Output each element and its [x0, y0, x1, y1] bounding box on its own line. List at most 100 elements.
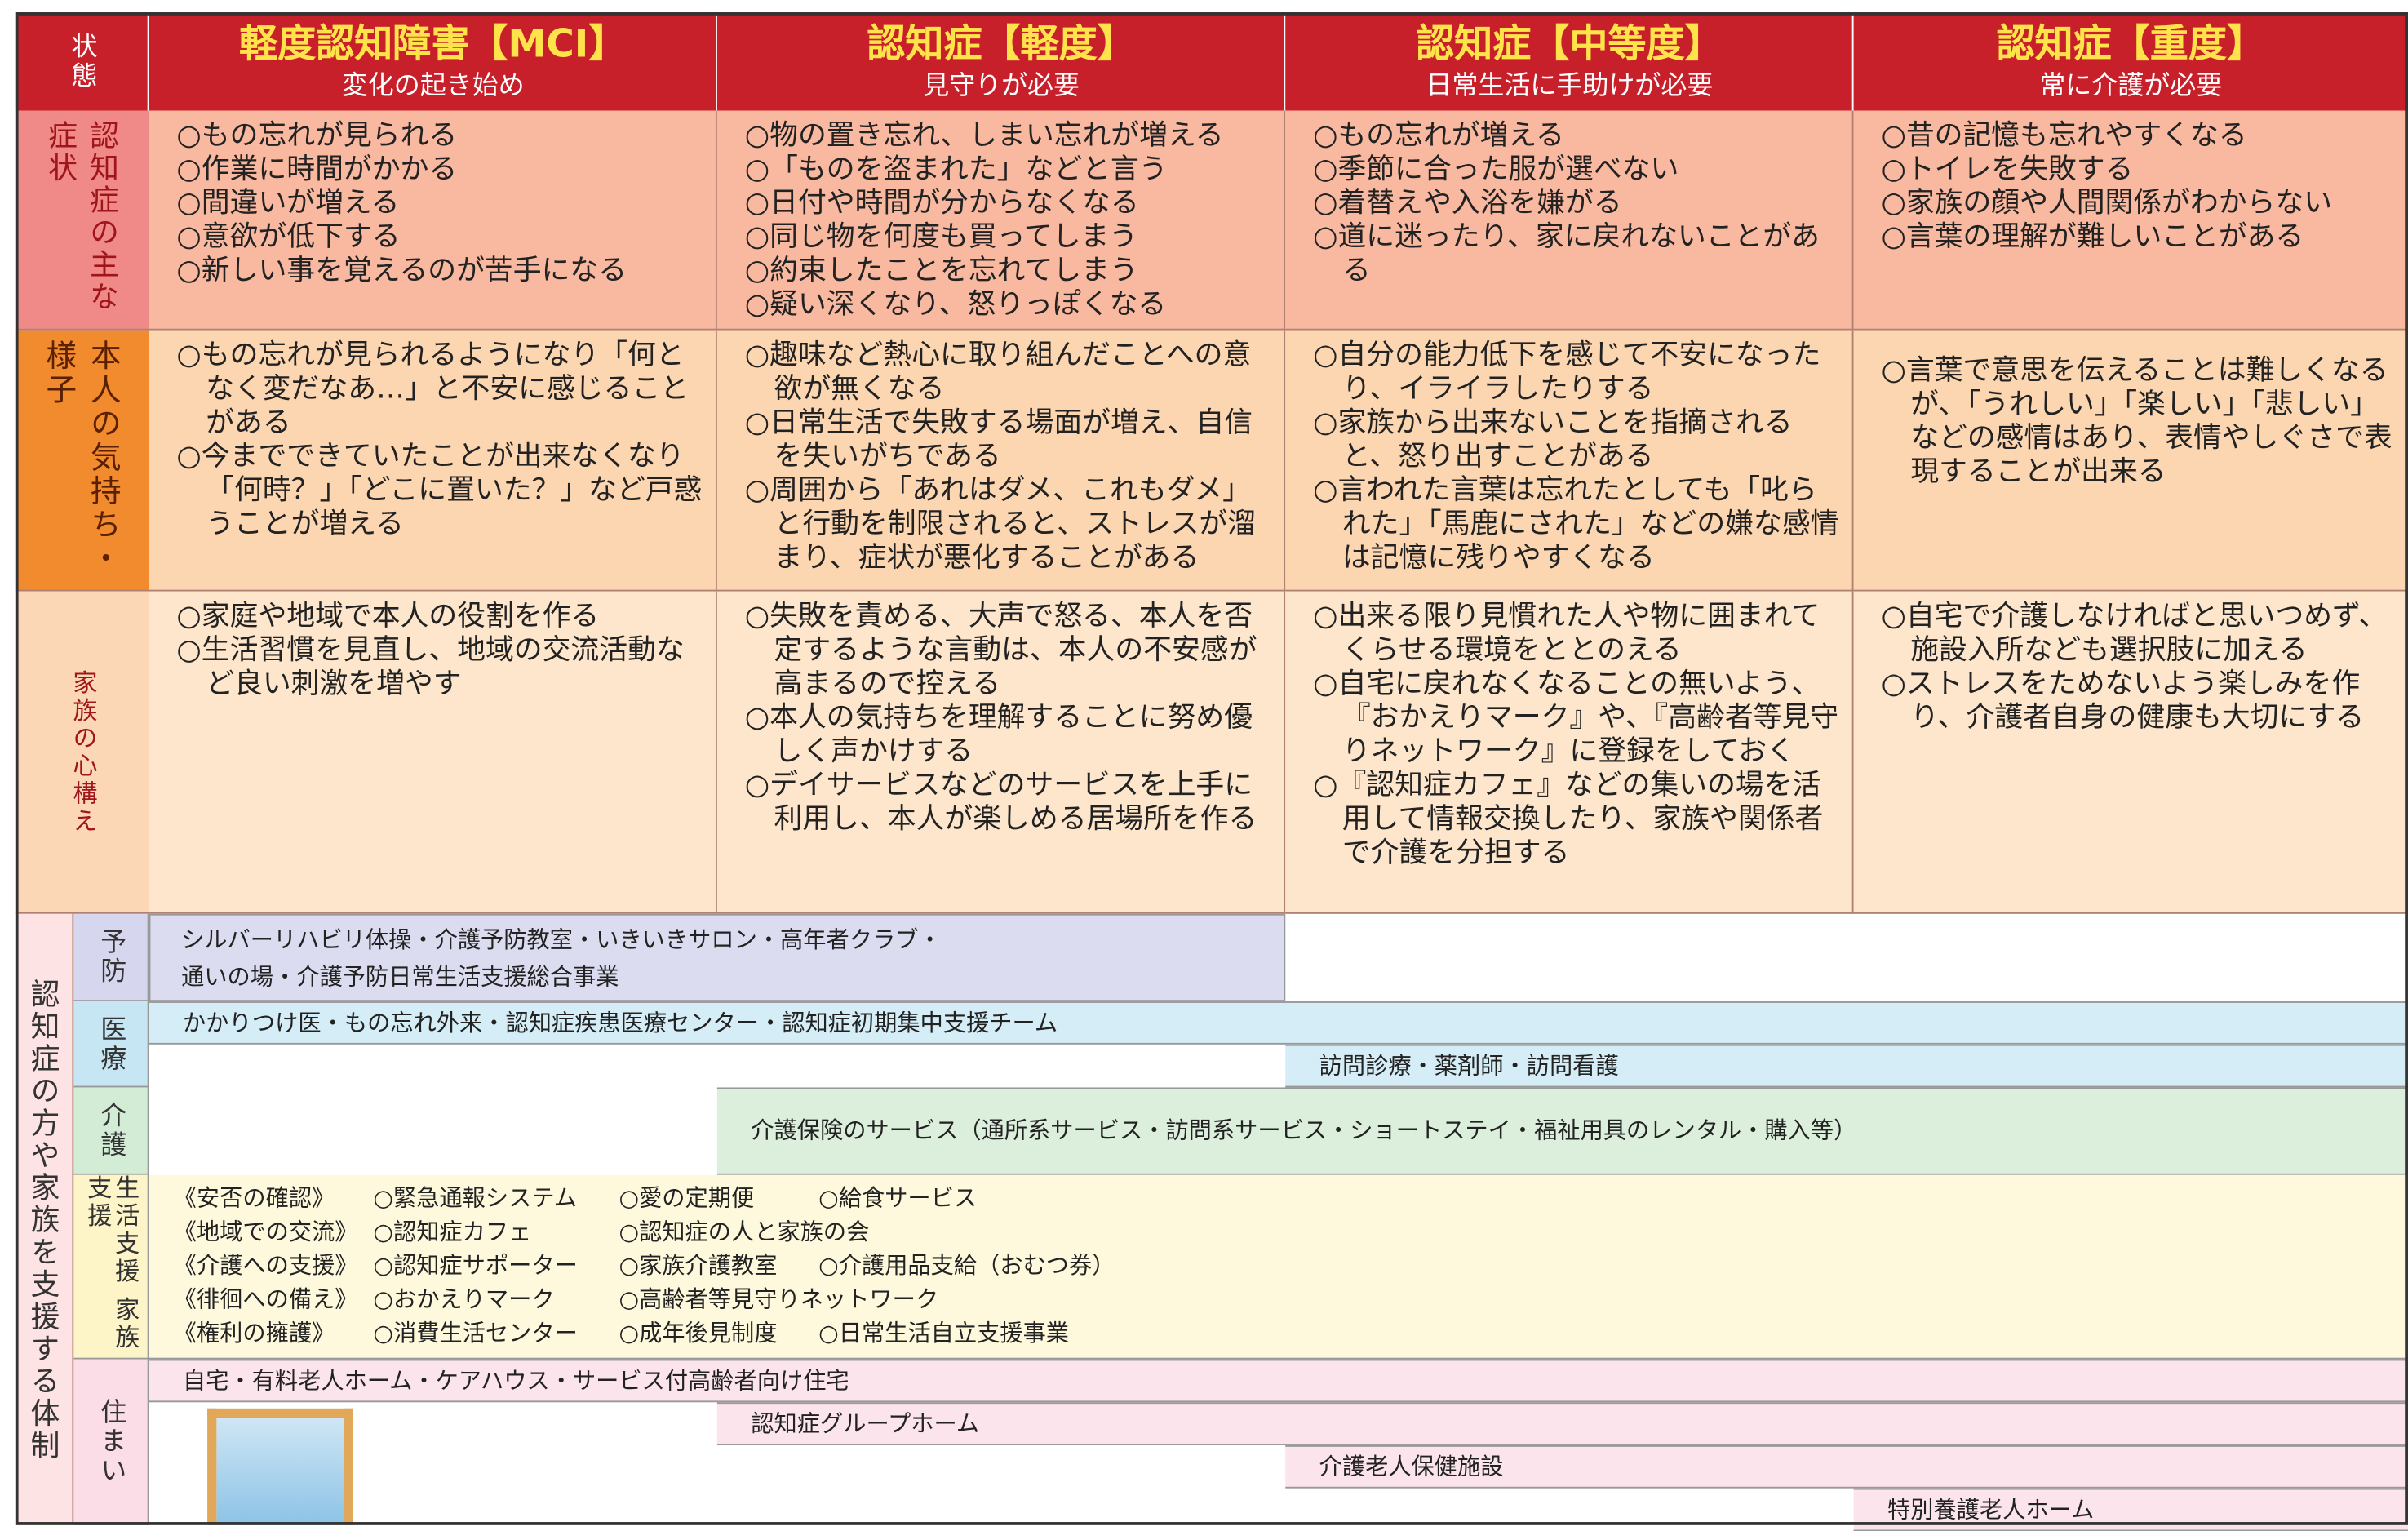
cell-item: ○家族から出来ないことを指摘されると、怒り出すことがある [1313, 406, 1793, 473]
column-subtitle: 見守りが必要 [923, 70, 1080, 102]
column-title: 認知症【重度】 [1996, 21, 2265, 66]
life-item: 《介護への支援》 [173, 1251, 358, 1280]
cell-item: ○疑い深くなり、怒りっぽくなる [744, 288, 1167, 322]
cell-item: ○自宅に戻れなくなることの無いよう、『おかえりマーク』や、『高齢者等見守りネット… [1313, 668, 1839, 768]
cell-item: ○『認知症カフェ』などの集いの場を活用して情報交換したり、家族や関係者で介護を分… [1313, 769, 1824, 870]
prevention-line: シルバーリハビリ体操・介護予防教室・いきいきサロン・高年者クラブ・ [181, 925, 942, 954]
life-item: 《徘徊への備え》 [173, 1285, 358, 1314]
life-item: 《権利の擁護》 [173, 1319, 335, 1347]
section-label: 医療 [73, 1001, 149, 1088]
life-item: ○日常生活自立支援事業 [818, 1319, 1070, 1347]
cell: ○もの忘れが増える ○季節に合った服が選べない ○着替えや入浴を嫌がる ○道に迷ったり… [1285, 110, 1854, 331]
cell-item: ○季節に合った服が選べない [1313, 153, 1679, 186]
life-item: ○おかえりマーク [373, 1285, 555, 1314]
cell-item: ○新しい事を覚えるのが苦手になる [176, 255, 627, 287]
row-label: 家族の心構え [15, 591, 149, 914]
cell: ○物の置き忘れ、しまい忘れが増える ○「ものを盗まれた」などと言う ○日付や時間が分… [716, 110, 1286, 331]
support-label: 認知症の方や家族を支援する体制 [15, 913, 74, 1525]
cell-item: ○自分の能力低下を感じて不安になったり、イライラしたりする [1313, 339, 1821, 406]
prevention-line: 通いの場・介護予防日常生活支援総合事業 [181, 963, 619, 991]
cell-item: ○ストレスをためないよう楽しみを作り、介護者自身の健康も大切にする [1881, 668, 2365, 734]
cell-item: ○今までできていたことが出来なくなり「何時？」「どこに置いた？」など戸惑うことが… [176, 441, 703, 541]
life-item: ○愛の定期便 [619, 1184, 755, 1212]
cell-item: ○道に迷ったり、家に戻れないことがある [1313, 221, 1820, 287]
life-item: ○認知症の人と家族の会 [619, 1218, 870, 1246]
cell-item: ○言葉で意思を伝えることは難しくなるが、「うれしい」「楽しい」「悲しい」などの感… [1881, 354, 2392, 489]
life-item: ○認知症カフェ [373, 1218, 532, 1246]
column-title: 軽度認知障害【MCI】 [239, 21, 627, 66]
life-item: ○認知症サポーター [373, 1251, 578, 1280]
cell: ○もの忘れが見られるようになり「何となく変だなあ…」と不安に感じることがある ○今… [149, 330, 717, 592]
cell-item: ○家庭や地域で本人の役割を作る [176, 600, 600, 633]
cell-item: ○失敗を責める、大声で怒る、本人を否定するような言動は、本人の不安感が高まるので… [744, 600, 1257, 701]
cell-item: ○意欲が低下する [176, 221, 401, 254]
section-label: 予防 [73, 913, 149, 1002]
cell: ○自宅で介護しなければと思いつめず、施設入所なども選択肢に加える ○ストレスをため… [1853, 591, 2408, 914]
cell-item: ○言葉の理解が難しいことがある [1881, 221, 2304, 254]
life-item: ○緊急通報システム [373, 1184, 577, 1212]
section-label: 生活支援 家族支援 [73, 1174, 149, 1360]
cell-item: ○日付や時間が分からなくなる [744, 187, 1139, 220]
row-label: 本人の気持ち・様子 [15, 330, 149, 592]
section-label: 住まい [73, 1359, 149, 1525]
cell-item: ○同じ物を何度も買ってしまう [744, 221, 1138, 254]
life-item: ○給食サービス [818, 1184, 978, 1212]
column-subtitle: 変化の起き始め [341, 70, 525, 102]
cell: ○昔の記憶も忘れやすくなる ○トイレを失敗する ○家族の顔や人間関係がわからない ○言… [1853, 110, 2408, 331]
section-label: 介護 [73, 1087, 149, 1175]
column-subtitle: 常に介護が必要 [2039, 70, 2223, 102]
cell-item: ○家族の顔や人間関係がわからない [1881, 187, 2333, 220]
cell-item: ○デイサービスなどのサービスを上手に利用し、本人が楽しめる居場所を作る [744, 769, 1257, 836]
life-item: ○家族介護教室 [619, 1251, 778, 1280]
column-subtitle: 日常生活に手助けが必要 [1426, 70, 1714, 102]
state-label: 状態 [16, 12, 149, 111]
life-item: 《地域での交流》 [173, 1218, 358, 1246]
cell-item: ○自宅で介護しなければと思いつめず、施設入所なども選択肢に加える [1881, 600, 2388, 667]
housing-bar: 自宅・有料老人ホーム・ケアハウス・サービス付高齢者向け住宅 [149, 1359, 2408, 1403]
life-bg [149, 1174, 2408, 1360]
medical-bar: かかりつけ医・もの忘れ外来・認知症疾患医療センター・認知症初期集中支援チーム [149, 1001, 2408, 1045]
cell-item: ○出来る限り見慣れた人や物に囲まれてくらせる環境をととのえる [1313, 600, 1820, 667]
window-illustration [207, 1408, 353, 1525]
cell: ○もの忘れが見られる ○作業に時間がかかる ○間違いが増える ○意欲が低下する ○新しい… [149, 110, 717, 331]
cell-item: ○日常生活で失敗する場面が増え、自信を失いがちである [744, 406, 1253, 473]
cell: ○自分の能力低下を感じて不安になったり、イライラしたりする ○家族から出来ないこと… [1285, 330, 1854, 592]
header-divider [1851, 12, 1854, 111]
medical-bar: 訪問診療・薬剤師・訪問看護 [1285, 1044, 2408, 1088]
cell-item: ○もの忘れが見られる [176, 119, 458, 153]
cell-item: ○「ものを盗まれた」などと言う [744, 153, 1168, 186]
cell-item: ○周囲から「あれはダメ、これもダメ」と行動を制限されると、ストレスが溜まり、症状… [744, 474, 1257, 575]
care-bar: 介護保険のサービス（通所系サービス・訪問系サービス・ショートステイ・福祉用具のレ… [716, 1087, 2408, 1175]
cell-item: ○本人の気持ちを理解することに努め優しく声かけする [744, 702, 1253, 768]
column-title: 認知症【軽度】 [867, 21, 1136, 66]
cell-item: ○作業に時間がかかる [176, 153, 458, 186]
cell-item: ○趣味など熱心に取り組んだことへの意欲が無くなる [744, 339, 1252, 406]
cell-item: ○もの忘れが増える [1313, 119, 1564, 153]
life-item: ○介護用品支給（おむつ券） [818, 1251, 1115, 1280]
cell-item: ○言われた言葉は忘れたとしても「叱られた」「馬鹿にされた」などの嫌な感情は記憶に… [1313, 474, 1839, 575]
cell-item: ○生活習慣を見直し、地域の交流活動など良い刺激を増やす [176, 634, 685, 701]
cell: ○失敗を責める、大声で怒る、本人を否定するような言動は、本人の不安感が高まるので… [716, 591, 1286, 914]
life-item: ○成年後見制度 [619, 1319, 778, 1347]
row-label: 認知症の主な症状 [15, 110, 149, 331]
cell-item: ○物の置き忘れ、しまい忘れが増える [744, 119, 1224, 153]
cell-item: ○間違いが増える [176, 187, 400, 220]
header-divider [1284, 12, 1286, 111]
cell-item: ○約束したことを忘れてしまう [744, 255, 1138, 287]
housing-bar: 認知症グループホーム [716, 1402, 2408, 1445]
cell-item: ○もの忘れが見られるようになり「何となく変だなあ…」と不安に感じることがある [176, 339, 690, 440]
life-item: 《安否の確認》 [173, 1184, 335, 1212]
cell-item: ○トイレを失敗する [1881, 153, 2134, 186]
life-item: ○高齢者等見守りネットワーク [619, 1285, 939, 1314]
cell: ○言葉で意思を伝えることは難しくなるが、「うれしい」「楽しい」「悲しい」などの感… [1853, 330, 2408, 592]
column-title: 認知症【中等度】 [1416, 21, 1723, 66]
cell: ○出来る限り見慣れた人や物に囲まれてくらせる環境をととのえる ○自宅に戻れなくなる… [1285, 591, 1854, 914]
life-item: ○消費生活センター [373, 1319, 578, 1347]
header-divider [716, 12, 717, 111]
cell-item: ○着替えや入浴を嫌がる [1313, 187, 1622, 220]
housing-bar: 特別養護老人ホーム [1853, 1488, 2408, 1531]
prevention-bar: シルバーリハビリ体操・介護予防教室・いきいきサロン・高年者クラブ・ 通いの場・介護… [149, 913, 1286, 1002]
header-bg [15, 12, 2408, 111]
cell: ○家庭や地域で本人の役割を作る ○生活習慣を見直し、地域の交流活動など良い刺激を増… [149, 591, 717, 914]
